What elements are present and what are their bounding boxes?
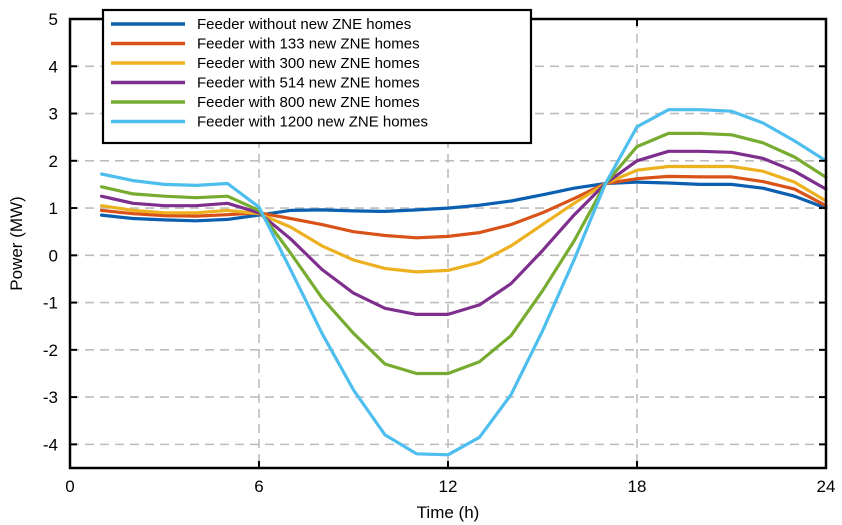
legend: Feeder without new ZNE homes Feeder with …: [101, 8, 533, 145]
x-tick-label: 24: [817, 477, 836, 496]
legend-label-6: Feeder with 1200 new ZNE homes: [197, 114, 428, 131]
x-axis-title: Time (h): [417, 503, 480, 522]
y-tick-label: -4: [43, 435, 58, 454]
x-tick-label: 18: [628, 477, 647, 496]
x-tick-label: 6: [254, 477, 263, 496]
y-axis-title: Power (MW): [7, 196, 26, 290]
y-tick-label: -3: [43, 388, 58, 407]
legend-label-1: Feeder without new ZNE homes: [197, 16, 411, 33]
y-tick-label: 4: [49, 57, 58, 76]
series-line-5: [99, 131, 828, 376]
y-tick-label: 1: [49, 199, 58, 218]
series-line-2: [99, 174, 828, 240]
y-tick-label: 3: [49, 105, 58, 124]
series-line-6: [99, 108, 828, 457]
series-line-4: [99, 149, 828, 316]
y-tick-label: 0: [49, 246, 58, 265]
y-tick-label: -1: [43, 294, 58, 313]
legend-label-3: Feeder with 300 new ZNE homes: [197, 55, 420, 72]
legend-label-2: Feeder with 133 new ZNE homes: [197, 36, 420, 53]
x-tick-label: 12: [439, 477, 458, 496]
x-tick-label: 0: [65, 477, 74, 496]
series-line-3: [99, 164, 828, 274]
legend-label-5: Feeder with 800 new ZNE homes: [197, 94, 420, 111]
y-tick-label: 2: [49, 152, 58, 171]
legend-label-4: Feeder with 514 new ZNE homes: [197, 75, 420, 92]
y-tick-label: 5: [49, 10, 58, 29]
series-lines: [99, 108, 828, 457]
series-line-1: [99, 180, 828, 223]
y-tick-label: -2: [43, 341, 58, 360]
